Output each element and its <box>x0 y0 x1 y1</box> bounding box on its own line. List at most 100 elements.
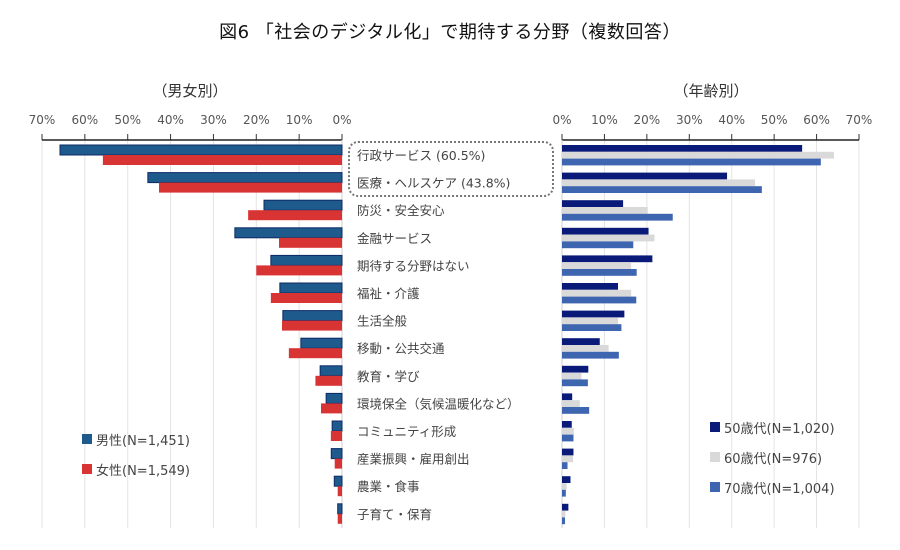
x-tick-label: 10% <box>591 113 618 127</box>
category-label: コミュニティ形成 <box>357 424 456 439</box>
x-tick-label: 40% <box>718 113 745 127</box>
legend-swatch-60s <box>710 452 720 462</box>
bar-70s <box>562 213 673 221</box>
bar-male <box>270 254 343 266</box>
category-label: 行政サービス (60.5%) <box>357 148 485 163</box>
bar-70s <box>562 296 637 304</box>
bar-50s <box>562 365 589 373</box>
bar-female <box>337 486 342 497</box>
bar-50s <box>562 227 649 235</box>
category-label: 金融サービス <box>357 231 432 246</box>
bar-70s <box>562 186 762 193</box>
bar-60s <box>562 510 566 518</box>
age-panel-title: （年齢別） <box>673 82 749 100</box>
bar-male <box>331 420 343 432</box>
bar-male <box>337 503 343 515</box>
bar-male <box>279 282 343 294</box>
bar-60s <box>562 400 580 407</box>
bar-70s <box>562 379 588 387</box>
category-label: 医療・ヘルスケア (43.8%) <box>357 176 510 191</box>
bar-50s <box>562 145 803 152</box>
legend-item-60s: 60歳代(N=976) <box>710 442 835 472</box>
bar-female <box>256 265 342 276</box>
bar-70s <box>562 269 637 276</box>
category-label: 子育て・保育 <box>357 507 432 522</box>
bar-male <box>234 227 343 239</box>
legend-label-60s: 60歳代(N=976) <box>724 451 823 467</box>
bar-70s <box>562 517 565 525</box>
legend-label-50s: 50歳代(N=1,020) <box>724 421 835 437</box>
bar-female <box>288 348 342 359</box>
bar-60s <box>562 483 567 490</box>
bar-50s <box>562 200 624 207</box>
bar-70s <box>562 351 619 359</box>
bar-50s <box>562 476 571 483</box>
bar-female <box>282 320 342 331</box>
legend-swatch-male <box>82 434 92 444</box>
bar-female <box>321 403 342 414</box>
bar-female <box>159 182 342 193</box>
bar-female <box>102 155 342 165</box>
x-tick-label: 20% <box>243 113 270 127</box>
bar-60s <box>562 317 619 325</box>
bar-female <box>248 210 342 221</box>
x-tick-label: 70% <box>846 113 873 127</box>
bar-50s <box>562 448 574 456</box>
bar-60s <box>562 151 834 159</box>
bar-60s <box>562 345 609 352</box>
bar-60s <box>562 262 632 269</box>
bar-male <box>319 365 343 377</box>
bar-male <box>263 199 343 211</box>
x-tick-label: 60% <box>803 113 830 127</box>
bar-50s <box>562 338 600 345</box>
bar-60s <box>562 455 574 463</box>
bar-female <box>270 293 342 303</box>
bar-60s <box>562 372 582 380</box>
bar-female <box>330 431 342 441</box>
legend-label-male: 男性(N=1,451) <box>96 433 190 449</box>
bar-70s <box>562 462 568 469</box>
bar-70s <box>562 407 590 414</box>
x-tick-label: 30% <box>200 113 227 127</box>
legend-swatch-50s <box>710 422 720 432</box>
bar-50s <box>562 255 653 263</box>
bar-female <box>315 375 342 386</box>
bar-70s <box>562 324 622 331</box>
bar-male <box>330 448 343 460</box>
category-label: 防災・安全安心 <box>357 203 445 218</box>
legend-label-female: 女性(N=1,549) <box>96 463 190 479</box>
category-label: 農業・食事 <box>357 479 420 494</box>
bar-70s <box>562 158 821 166</box>
x-tick-label: 30% <box>676 113 703 127</box>
gender-legend: 男性(N=1,451) 女性(N=1,549) <box>82 424 190 484</box>
bar-50s <box>562 310 625 318</box>
bar-60s <box>562 427 574 435</box>
legend-swatch-70s <box>710 482 720 492</box>
bar-male <box>147 172 343 184</box>
bar-60s <box>562 289 632 297</box>
category-label: 生活全般 <box>357 314 408 329</box>
bar-female <box>337 513 342 524</box>
bar-70s <box>562 434 574 442</box>
bar-male <box>282 310 343 322</box>
legend-label-70s: 70歳代(N=1,004) <box>724 481 835 497</box>
legend-item-female: 女性(N=1,549) <box>82 454 190 484</box>
bar-female <box>334 458 342 469</box>
gender-panel-title: （男女別） <box>152 82 228 100</box>
category-label: 移動・公共交通 <box>357 341 445 356</box>
legend-item-50s: 50歳代(N=1,020) <box>710 412 835 442</box>
category-label: 福祉・介護 <box>357 286 420 301</box>
legend-item-70s: 70歳代(N=1,004) <box>710 472 835 502</box>
x-tick-label: 50% <box>761 113 788 127</box>
bar-female <box>279 237 342 248</box>
bar-60s <box>562 207 648 214</box>
bar-60s <box>562 234 655 242</box>
x-tick-label: 0% <box>332 113 351 127</box>
category-label: 教育・学び <box>357 369 420 384</box>
bar-male <box>325 392 343 404</box>
x-tick-label: 0% <box>552 113 571 127</box>
legend-swatch-female <box>82 464 92 474</box>
bar-50s <box>562 421 572 428</box>
x-tick-label: 60% <box>72 113 99 127</box>
